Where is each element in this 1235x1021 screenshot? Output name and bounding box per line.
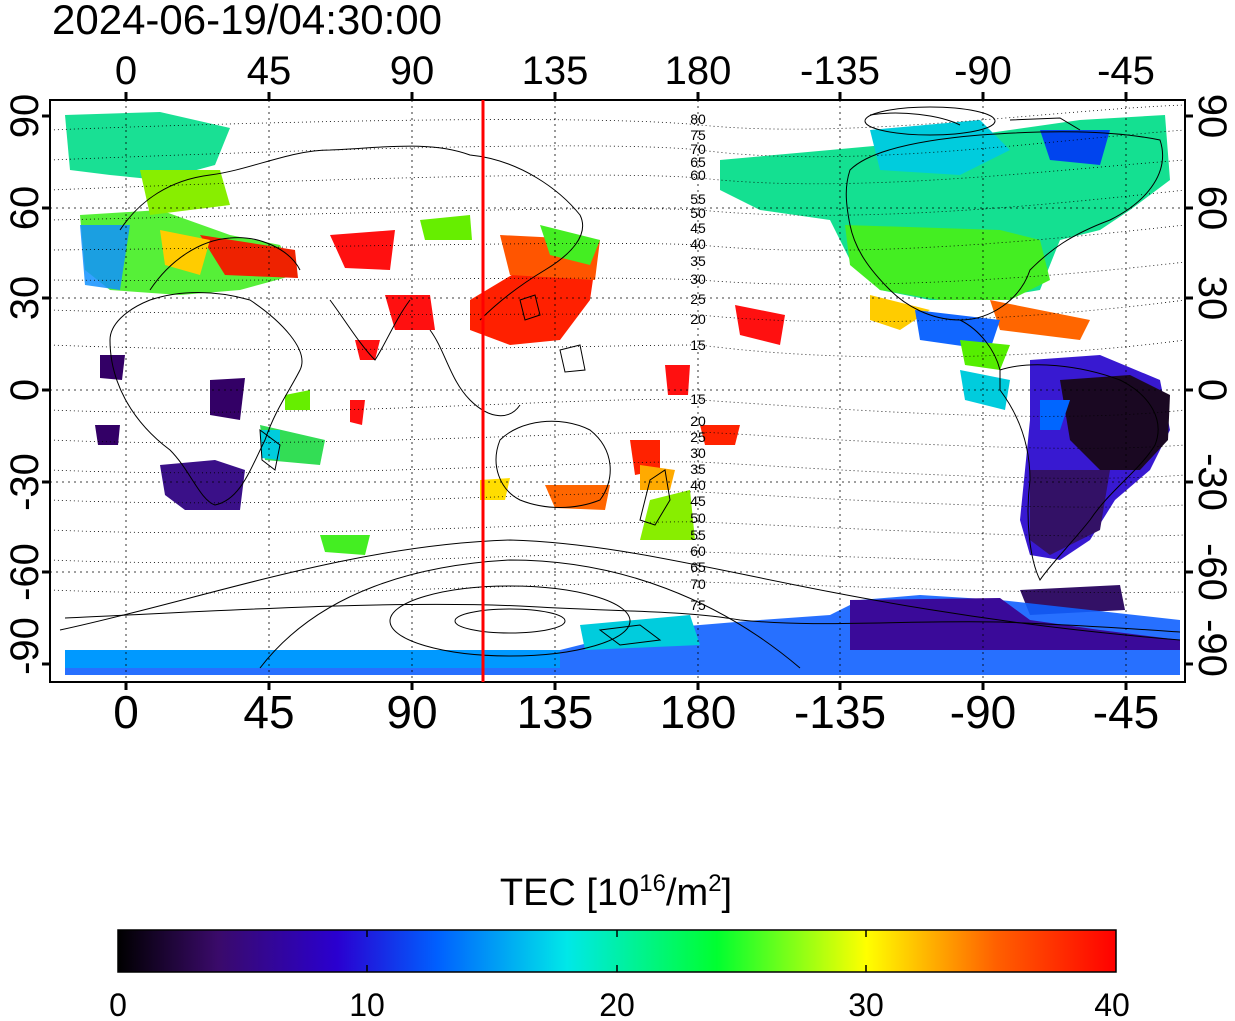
contour-label: 25: [690, 291, 706, 307]
lon-label-top: 180: [665, 49, 732, 93]
contour-label: 45: [690, 493, 706, 509]
contour-label: 75: [690, 597, 706, 613]
contour-label: 65: [690, 559, 706, 575]
contour-label: 15: [690, 337, 706, 353]
axis-ticks: [42, 92, 1193, 690]
magnetic-contours: [50, 104, 1185, 594]
lon-labels-bottom: 0 45 90 135 180 -135 -90 -45: [113, 686, 1159, 738]
lat-label-right: 0: [1190, 379, 1234, 401]
contour-label: 65: [690, 154, 706, 170]
contour-label: 70: [690, 576, 706, 592]
contour-label: 35: [690, 253, 706, 269]
colorbar-title: TEC [1016/m2]: [500, 870, 732, 914]
lon-label-bottom: -135: [794, 686, 886, 738]
colorbar-ticks: [366, 930, 867, 972]
contour-label: 50: [690, 510, 706, 526]
colorbar-tick-label: 30: [848, 987, 884, 1021]
contour-label: 25: [690, 429, 706, 445]
coastlines: [64, 112, 1181, 646]
lat-label-right: 60: [1190, 186, 1234, 231]
contour-label: 30: [690, 445, 706, 461]
contour-label: 40: [690, 236, 706, 252]
contour-label: 80: [690, 111, 706, 127]
lat-label-left: -30: [3, 453, 47, 511]
colorbar-title-exp2: 2: [708, 870, 721, 897]
colorbar-title-suffix: ]: [722, 872, 733, 914]
lon-label-bottom: -90: [950, 686, 1016, 738]
tec-data-patches: [65, 112, 1180, 675]
colorbar: TEC [1016/m2] 0 10 20 30 40: [109, 870, 1130, 1021]
lat-label-left: 60: [3, 186, 47, 231]
lon-label-bottom: 135: [517, 686, 594, 738]
lat-labels-right: 90 60 30 0 -30 -60 -90: [1190, 94, 1234, 677]
contour-label: 55: [690, 191, 706, 207]
contour-label: 20: [690, 413, 706, 429]
lon-label-top: 90: [390, 49, 435, 93]
contour-label: 45: [690, 220, 706, 236]
lon-labels-top: 0 45 90 135 180 -135 -90 -45: [115, 49, 1155, 93]
contour-label: 35: [690, 461, 706, 477]
lat-label-left: -60: [3, 543, 47, 601]
lat-label-right: -30: [1190, 453, 1234, 511]
lon-label-bottom: 0: [113, 686, 139, 738]
lon-label-top: 45: [247, 49, 292, 93]
graticule: [50, 100, 1185, 682]
lat-label-left: 90: [3, 94, 47, 139]
contour-label: 30: [690, 271, 706, 287]
colorbar-title-mid: /m: [666, 872, 708, 914]
lat-label-right: -90: [1190, 619, 1234, 677]
lon-label-bottom: 180: [660, 686, 737, 738]
lat-label-left: 0: [3, 379, 47, 401]
contour-label: 55: [690, 527, 706, 543]
map-title: 2024-06-19/04:30:00: [52, 0, 442, 43]
colorbar-tick-label: 40: [1094, 987, 1130, 1021]
lon-label-bottom: 45: [243, 686, 294, 738]
contour-label: 75: [690, 127, 706, 143]
colorbar-tick-labels: 0 10 20 30 40: [109, 987, 1130, 1021]
lat-label-left: 30: [3, 276, 47, 321]
contour-label: 50: [690, 205, 706, 221]
lat-label-right: 30: [1190, 276, 1234, 321]
colorbar-tick-label: 0: [109, 987, 127, 1021]
contour-label: 40: [690, 477, 706, 493]
lon-label-bottom: 90: [386, 686, 437, 738]
lon-label-top: 0: [115, 49, 137, 93]
lon-label-top: 135: [522, 49, 589, 93]
contour-label: 60: [690, 543, 706, 559]
colorbar-tick-label: 20: [599, 987, 635, 1021]
colorbar-title-exp1: 16: [639, 870, 666, 897]
contour-label: 60: [690, 167, 706, 183]
map-content: [50, 100, 1185, 682]
magnetic-contours-solid: [59, 106, 1181, 669]
contour-label: 70: [690, 141, 706, 157]
lon-label-top: -45: [1097, 49, 1155, 93]
contour-label: 15: [690, 391, 706, 407]
lon-label-top: -135: [800, 49, 880, 93]
lon-label-bottom: -45: [1093, 686, 1159, 738]
contour-label: 20: [690, 311, 706, 327]
tec-map: 0 45 90 135 180 -135 -90 -45 0 45 90 135…: [3, 49, 1234, 738]
colorbar-title-prefix: TEC [10: [500, 872, 639, 914]
lon-label-top: -90: [954, 49, 1012, 93]
lat-labels-left: 90 60 30 0 -30 -60 -90: [3, 94, 47, 675]
lat-label-right: -60: [1190, 543, 1234, 601]
colorbar-tick-label: 10: [349, 987, 385, 1021]
lat-label-left: -90: [3, 617, 47, 675]
lat-label-right: 90: [1190, 94, 1234, 139]
contour-labels: 80 75 70 65 60 55 50 45 40 35 30 25 20 1…: [690, 111, 706, 613]
